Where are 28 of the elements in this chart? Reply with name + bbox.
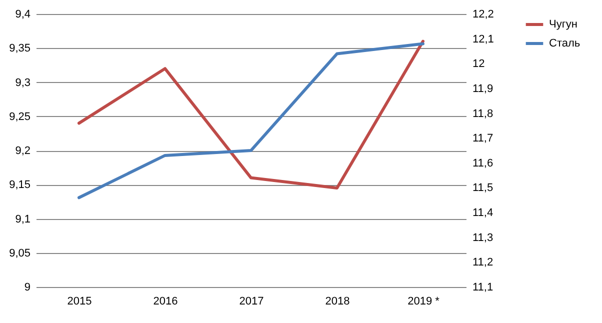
y2-tick-label: 12,1 [472, 33, 494, 46]
y2-tick-label: 11,4 [472, 207, 494, 220]
x-tick-label: 2016 [153, 296, 178, 308]
y-tick-label: 9,1 [15, 213, 30, 226]
y2-tick-label: 11,1 [472, 282, 494, 294]
y2-tick-label: 11,7 [472, 132, 494, 145]
y2-tick-label: 11,6 [472, 157, 494, 170]
y2-tick-label: 12 [472, 58, 485, 70]
x-tick-label: 2018 [325, 296, 350, 308]
y2-tick-label: 12,2 [472, 8, 494, 20]
x-tick-label: 2015 [67, 296, 92, 308]
y2-tick-label: 11,9 [472, 82, 494, 95]
y2-tick-label: 11,3 [472, 232, 494, 244]
y-tick-label: 9,2 [15, 145, 30, 157]
y2-tick-label: 11,2 [472, 256, 494, 269]
legend-label: Сталь [549, 38, 580, 50]
y-tick-label: 9,3 [15, 76, 30, 89]
y-tick-label: 9 [24, 282, 30, 294]
legend-label: Чугун [549, 18, 578, 30]
y-tick-label: 9,35 [9, 42, 30, 55]
y-tick-label: 9,15 [9, 179, 30, 192]
x-tick-label: 2017 [239, 296, 264, 308]
y2-tick-label: 11,8 [472, 108, 494, 120]
x-tick-label: 2019 * [408, 296, 440, 308]
y-tick-label: 9,4 [15, 8, 30, 20]
y2-tick-label: 11,5 [472, 182, 494, 194]
y-tick-label: 9,25 [9, 110, 30, 123]
y-tick-label: 9,05 [9, 247, 30, 260]
